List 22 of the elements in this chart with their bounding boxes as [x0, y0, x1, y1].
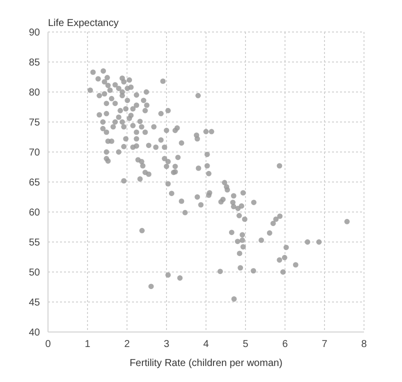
y-tick-label: 40 — [28, 328, 40, 339]
y-tick-label: 85 — [28, 58, 40, 69]
x-tick-label: 0 — [45, 339, 52, 350]
y-tick-label: 45 — [28, 298, 40, 309]
y-tick-label: 60 — [28, 208, 40, 219]
x-tick-label: 5 — [242, 339, 249, 350]
x-tick-label: 4 — [203, 339, 210, 350]
x-tick-label: 6 — [282, 339, 288, 350]
x-tick-label: 8 — [361, 339, 368, 350]
x-tick-label: 1 — [84, 339, 91, 350]
x-tick-label: 3 — [164, 339, 170, 350]
x-axis-title: Fertility Rate (children per woman) — [130, 358, 282, 369]
y-tick-label: 70 — [28, 148, 40, 159]
y-tick-label: 80 — [28, 88, 40, 99]
x-tick-label: 2 — [124, 339, 130, 350]
y-tick-label: 75 — [28, 118, 40, 129]
x-tick-label: 7 — [322, 339, 328, 350]
y-tick-label: 90 — [28, 28, 40, 39]
y-tick-label: 65 — [28, 178, 40, 189]
y-tick-label: 50 — [28, 268, 40, 279]
y-tick-label: 55 — [28, 238, 40, 249]
y-axis-title: Life Expectancy — [48, 18, 119, 29]
